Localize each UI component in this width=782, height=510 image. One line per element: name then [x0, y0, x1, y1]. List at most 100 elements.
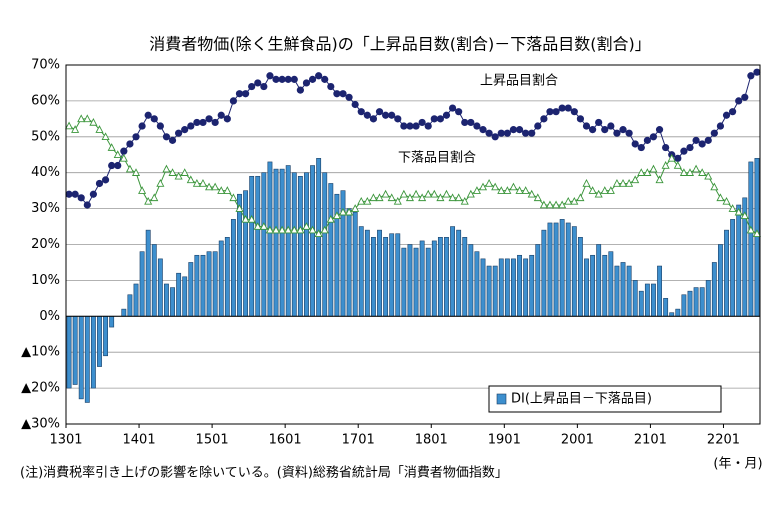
point [674, 154, 682, 162]
point [509, 126, 518, 134]
bar [474, 251, 480, 317]
point [199, 118, 207, 127]
bar [730, 219, 736, 317]
point [77, 194, 85, 202]
point [594, 189, 603, 198]
point [740, 211, 749, 220]
bar [711, 262, 717, 317]
bar [145, 229, 151, 317]
bar [754, 158, 760, 317]
bar [590, 254, 596, 317]
point [71, 190, 79, 198]
x-tick-label: 2101 [634, 433, 667, 448]
bar [182, 276, 188, 317]
point [339, 90, 347, 98]
point [448, 104, 457, 112]
bar [553, 222, 559, 317]
bar [200, 254, 206, 317]
point [728, 204, 737, 212]
point [406, 122, 414, 130]
point [673, 161, 682, 169]
bar [157, 258, 163, 317]
point [613, 129, 621, 137]
point [698, 168, 707, 176]
bar [651, 283, 656, 317]
x-tick-label: 2001 [561, 433, 594, 448]
point [655, 175, 664, 184]
point [241, 214, 250, 223]
point [570, 108, 578, 116]
x-tick-label: 1601 [269, 433, 302, 448]
x-tick-label: 1401 [123, 433, 156, 448]
bar [194, 254, 200, 317]
point [710, 182, 719, 191]
point [332, 211, 341, 220]
y-tick-label: 60% [31, 93, 60, 108]
point [546, 108, 554, 116]
bar [480, 258, 486, 317]
bar [407, 244, 413, 317]
point [186, 175, 195, 184]
bar [620, 262, 626, 317]
bar [705, 280, 711, 317]
point [382, 111, 390, 119]
bar [139, 251, 145, 317]
bar [437, 237, 443, 317]
point [381, 189, 390, 198]
point [424, 122, 432, 130]
bar [724, 229, 729, 317]
bar [511, 258, 516, 317]
point [387, 193, 396, 202]
point [308, 75, 317, 83]
point [722, 196, 731, 205]
point [388, 111, 396, 119]
bar [90, 315, 96, 389]
point [302, 79, 311, 87]
point [253, 222, 262, 230]
point [259, 222, 268, 230]
point [716, 122, 725, 130]
bar [523, 258, 529, 317]
bar [364, 229, 370, 317]
point [278, 75, 286, 83]
point [357, 196, 366, 205]
bar [218, 240, 224, 317]
point [192, 179, 201, 187]
point [734, 207, 743, 216]
point [478, 182, 488, 191]
legend-box [488, 385, 722, 413]
point [607, 122, 615, 130]
bar [164, 283, 169, 317]
point [655, 126, 664, 134]
bar [383, 237, 389, 317]
footnote: (注)消費税率引き上げの影響を除いている。(資料)総務省統計局「消費者物価指数」 [20, 465, 508, 481]
bar [78, 315, 84, 400]
point [101, 132, 110, 141]
point [461, 118, 469, 127]
point [144, 111, 152, 119]
bar [97, 315, 102, 367]
point [126, 140, 134, 148]
legend-swatch [496, 393, 507, 405]
bar [377, 229, 382, 317]
point [552, 108, 560, 116]
bar [230, 219, 236, 317]
bar [584, 258, 589, 317]
point [211, 118, 219, 127]
bar [401, 247, 407, 317]
point [132, 133, 140, 141]
bar [127, 294, 133, 317]
bar [66, 315, 72, 389]
point [290, 225, 299, 234]
bar [535, 244, 541, 317]
bar [103, 315, 109, 357]
bar [279, 168, 285, 317]
point [308, 225, 317, 234]
point [320, 225, 329, 234]
bar [748, 161, 754, 317]
point [205, 182, 214, 191]
bar [419, 240, 425, 317]
bar [468, 244, 474, 317]
x-tick-label: 1801 [415, 433, 448, 448]
point [418, 193, 427, 202]
